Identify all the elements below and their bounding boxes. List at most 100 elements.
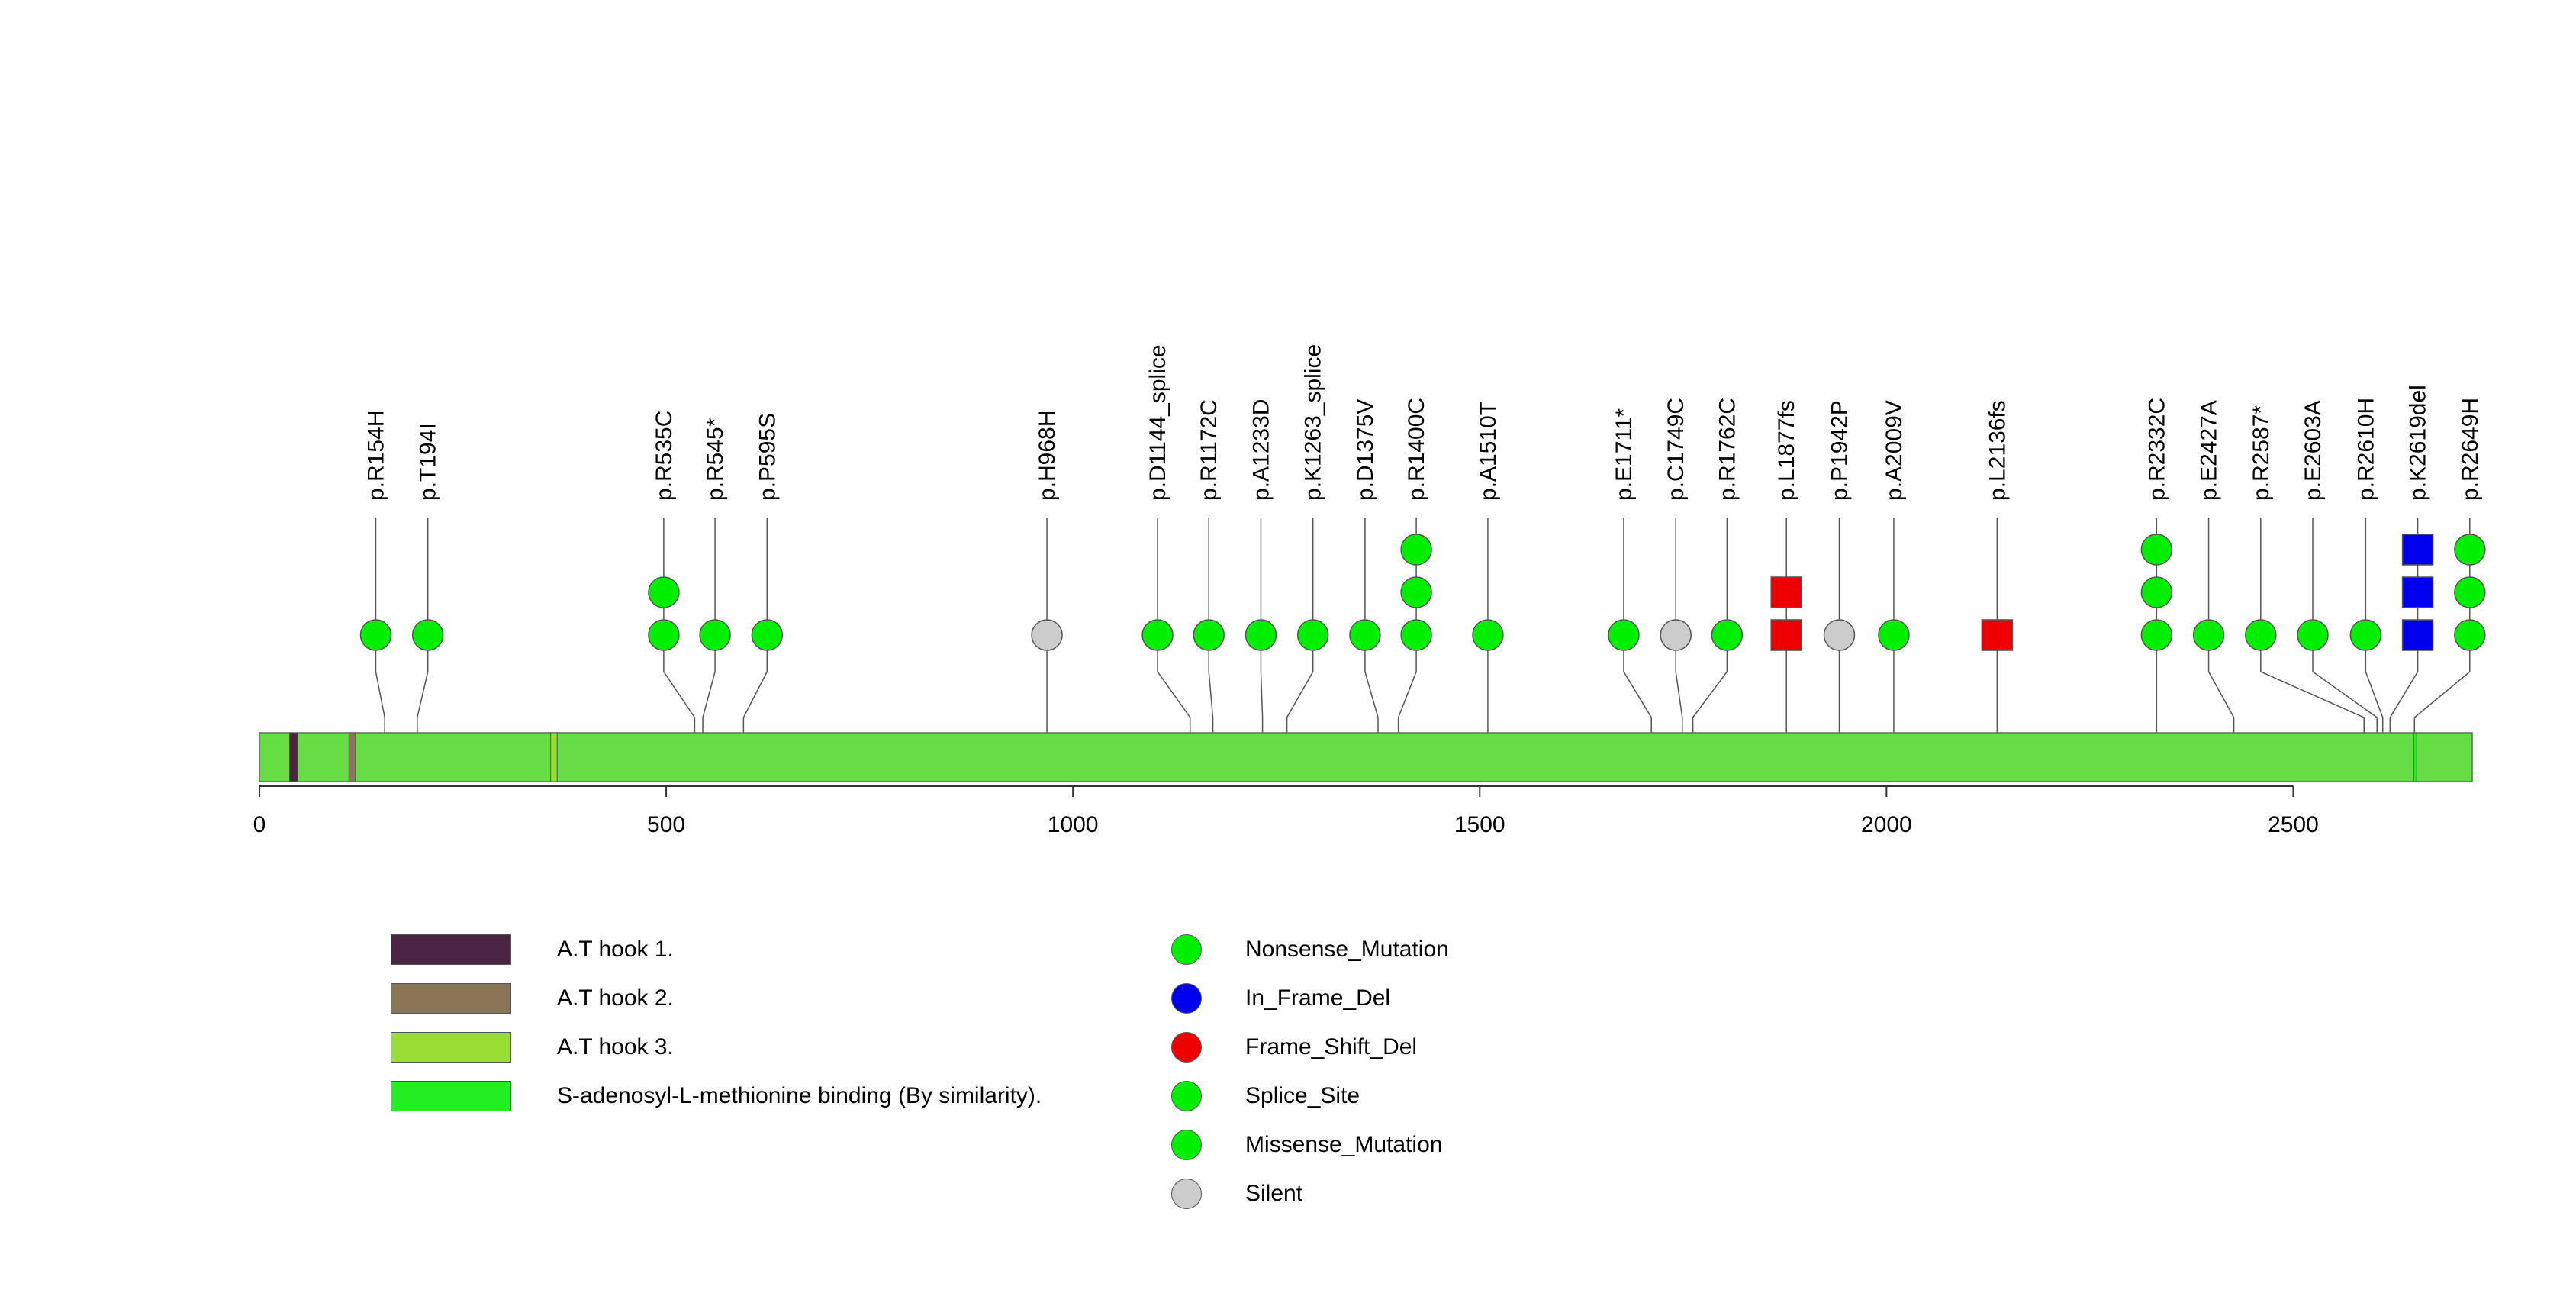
marker-p-r2332c-3 xyxy=(2140,534,2173,566)
marker-p-r2332c-1 xyxy=(2140,619,2173,651)
protein-domains xyxy=(288,732,2417,782)
label-p-d1375v: p.D1375V xyxy=(1353,399,1378,501)
type-legend-label: Frame_Shift_Del xyxy=(1245,1034,1418,1059)
x-tick-label-2500: 2500 xyxy=(2268,812,2319,837)
marker-p-p1942p-1 xyxy=(1823,619,1856,651)
type-legend-dot xyxy=(1171,934,1202,965)
label-p-l1877fs: p.L1877fs xyxy=(1774,400,1799,501)
stick-p-r2610h xyxy=(2365,518,2384,733)
label-p-c1749c: p.C1749C xyxy=(1663,398,1689,501)
marker-p-h968h-1 xyxy=(1031,619,1063,651)
type-legend-label: Missense_Mutation xyxy=(1245,1132,1443,1157)
marker-p-p595s-1 xyxy=(751,619,784,651)
type-legend-dot xyxy=(1171,1179,1202,1209)
x-axis: 0 500 1000 1500 2000 2500 xyxy=(253,785,2319,837)
domain-swatch xyxy=(391,934,511,965)
label-p-p1942p: p.P1942P xyxy=(1827,400,1853,501)
label-p-r2649h: p.R2649H xyxy=(2458,398,2483,501)
stick-p-c1749c xyxy=(1675,518,1683,733)
label-p-a1233d: p.A1233D xyxy=(1248,399,1274,501)
marker-p-r535c-1 xyxy=(648,619,680,651)
x-tick-label-2000: 2000 xyxy=(1861,812,1912,837)
x-tick-label-1500: 1500 xyxy=(1454,812,1505,837)
marker-p-r2649h-3 xyxy=(2454,534,2486,566)
stick-p-t194i xyxy=(417,518,429,733)
label-p-e2427a: p.E2427A xyxy=(2197,400,2222,501)
marker-p-d1144-splice-1 xyxy=(1141,619,1174,651)
type-legend-label: Silent xyxy=(1245,1181,1303,1206)
marker-p-k2619del-1 xyxy=(2401,619,2434,651)
label-p-l2136fs: p.L2136fs xyxy=(1985,400,2010,501)
marker-p-r2587-1 xyxy=(2245,619,2277,651)
stick-p-r1762c xyxy=(1692,518,1728,733)
label-p-r2587: p.R2587* xyxy=(2249,405,2274,501)
marker-p-r2610h-1 xyxy=(2349,619,2382,651)
marker-p-c1749c-1 xyxy=(1660,619,1692,651)
stick-p-e2427a xyxy=(2207,518,2235,733)
label-p-r2610h: p.R2610H xyxy=(2353,398,2378,501)
x-tick-label-500: 500 xyxy=(647,812,685,837)
domain-swatch xyxy=(391,1081,511,1111)
domain-legend-label: S-adenosyl-L-methionine binding (By simi… xyxy=(557,1083,1042,1108)
stick-p-r154h xyxy=(375,518,385,733)
label-p-r1172c: p.R1172C xyxy=(1196,399,1222,501)
marker-p-t194i-1 xyxy=(411,619,444,651)
stick-p-a1233d xyxy=(1260,518,1264,733)
domain-legend-label: A.T hook 1. xyxy=(557,937,674,962)
mutation-labels: p.R154H p.T194I p.R535C p.R545* p.P595S p.H96… xyxy=(363,344,2482,501)
marker-p-r2649h-1 xyxy=(2454,619,2486,651)
marker-p-l1877fs-1 xyxy=(1770,619,1802,651)
marker-p-d1375v-1 xyxy=(1349,619,1381,651)
stick-p-r1172c xyxy=(1208,518,1214,733)
marker-p-e1711-1 xyxy=(1608,619,1640,651)
type-legend-dot xyxy=(1171,1081,1202,1111)
marker-p-r1172c-1 xyxy=(1193,619,1225,651)
marker-p-r1400c-1 xyxy=(1400,619,1432,651)
mutation-markers xyxy=(359,534,2486,651)
protein-backbone xyxy=(259,732,2473,782)
marker-p-r1400c-2 xyxy=(1400,576,1432,608)
domain-a-t-hook-3 xyxy=(550,732,558,782)
marker-p-r1400c-3 xyxy=(1400,534,1432,566)
domain-legend-label: A.T hook 3. xyxy=(557,1034,674,1059)
label-p-k2619del: p.K2619del xyxy=(2406,385,2431,501)
x-tick-label-1000: 1000 xyxy=(1048,812,1099,837)
label-p-a1510t: p.A1510T xyxy=(1476,402,1501,501)
marker-p-l1877fs-2 xyxy=(1770,576,1802,608)
type-legend-label: In_Frame_Del xyxy=(1245,985,1391,1011)
stick-p-p595s xyxy=(742,518,768,733)
label-p-d1144-splice: p.D1144_splice xyxy=(1145,344,1170,501)
type-legend-label: Nonsense_Mutation xyxy=(1245,937,1449,962)
marker-p-a1510t-1 xyxy=(1472,619,1504,651)
domain-s-adenosyl-l-methionine-binding-by-similarity xyxy=(2413,732,2417,782)
marker-p-r154h-1 xyxy=(359,619,392,651)
stick-p-d1375v xyxy=(1364,518,1379,733)
mutation-type-legend: Nonsense_Mutation In_Frame_Del Frame_Shift… xyxy=(1171,934,1858,1240)
domain-a-t-hook-1 xyxy=(288,732,298,782)
stick-p-r2587 xyxy=(2260,518,2365,733)
marker-p-l2136fs-1 xyxy=(1981,619,2014,651)
stick-p-d1144-splice xyxy=(1157,518,1191,733)
label-p-t194i: p.T194I xyxy=(416,423,441,501)
stick-p-e1711 xyxy=(1623,518,1652,733)
marker-p-r1762c-1 xyxy=(1711,619,1744,651)
label-p-r535c: p.R535C xyxy=(652,411,677,501)
type-legend-dot xyxy=(1171,1032,1202,1063)
marker-p-r545-1 xyxy=(699,619,731,651)
domain-legend: A.T hook 1. A.T hook 2. A.T hook 3. S-adeno… xyxy=(391,934,1154,1117)
domain-a-t-hook-2 xyxy=(348,732,356,782)
label-p-e1711: p.E1711* xyxy=(1612,408,1637,501)
stick-p-r545 xyxy=(702,518,716,733)
label-p-r1400c: p.R1400C xyxy=(1404,398,1429,501)
mutation-connectors xyxy=(375,518,2471,733)
stick-p-e2603a xyxy=(2312,518,2378,733)
marker-p-r2649h-2 xyxy=(2454,576,2486,608)
marker-p-a1233d-1 xyxy=(1245,619,1277,651)
label-p-h968h: p.H968H xyxy=(1035,411,1060,501)
marker-p-e2427a-1 xyxy=(2192,619,2225,651)
marker-p-k1263-splice-1 xyxy=(1296,619,1329,651)
label-p-k1263-splice: p.K1263_splice xyxy=(1301,344,1326,501)
label-p-p595s: p.P595S xyxy=(755,413,780,501)
marker-p-a2009v-1 xyxy=(1878,619,1910,651)
